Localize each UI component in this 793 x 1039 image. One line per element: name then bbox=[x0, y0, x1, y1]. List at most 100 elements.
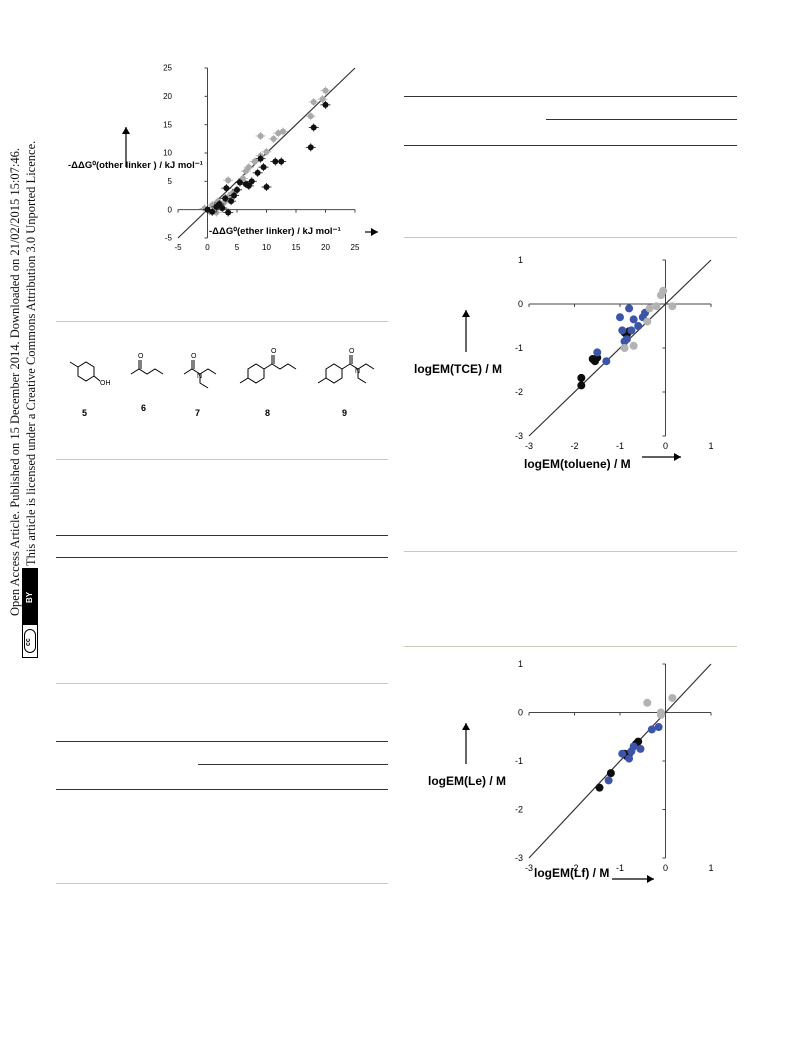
x-tick-label: 0 bbox=[205, 243, 210, 252]
x-tick-label: 1 bbox=[708, 863, 713, 873]
divider bbox=[404, 551, 737, 552]
data-point-grey bbox=[310, 99, 317, 105]
y-tick-label: -1 bbox=[515, 343, 523, 353]
table-rule bbox=[404, 96, 737, 97]
atom-label: N bbox=[197, 373, 202, 380]
x-arrow-head bbox=[674, 453, 681, 461]
table-rule bbox=[198, 764, 388, 765]
data-point-black bbox=[222, 195, 229, 202]
compound-label-9: 9 bbox=[342, 408, 348, 418]
x-arrow-head bbox=[647, 875, 654, 883]
x-tick-label: 1 bbox=[708, 441, 713, 451]
data-point-black bbox=[219, 204, 226, 211]
x-arrow-head bbox=[371, 228, 378, 236]
x-tick-label: -1 bbox=[616, 441, 624, 451]
data-point-blue bbox=[647, 725, 656, 734]
y-tick-label: 1 bbox=[518, 255, 523, 265]
y-tick-label: 15 bbox=[163, 120, 172, 129]
table-rule bbox=[56, 557, 388, 558]
cc-badge-label: cc bbox=[25, 638, 32, 646]
table-rule bbox=[56, 535, 388, 536]
data-point-grey bbox=[643, 317, 652, 326]
data-point-black bbox=[228, 198, 235, 205]
table-rule bbox=[546, 119, 737, 120]
data-point-blue bbox=[629, 315, 638, 324]
data-point-grey bbox=[629, 341, 638, 350]
data-point-blue bbox=[634, 322, 643, 330]
data-point-grey bbox=[270, 135, 277, 142]
y-tick-label: 25 bbox=[163, 64, 172, 73]
data-point-grey bbox=[307, 113, 314, 120]
data-point-blue bbox=[627, 747, 636, 756]
table-rule bbox=[404, 145, 737, 146]
y-tick-label: 5 bbox=[168, 177, 173, 186]
compound-structures: OH O O N O O N bbox=[69, 348, 375, 389]
x-tick-label: -3 bbox=[525, 863, 533, 873]
table-rule bbox=[56, 789, 388, 790]
data-point-black bbox=[223, 185, 230, 192]
x-tick-label: 0 bbox=[663, 441, 668, 451]
chart1-ylabel: -ΔΔG⁰(other linker ) / kJ mol⁻¹ bbox=[68, 160, 203, 171]
x-tick-label: -2 bbox=[570, 863, 578, 873]
data-point-blue bbox=[625, 304, 634, 313]
y-tick-label: 0 bbox=[518, 708, 523, 718]
data-point-blue bbox=[622, 335, 631, 344]
chart-ddg-linker: -5 0 5 10 15 20 25 -5 0 5 10 15 20 25 bbox=[122, 64, 378, 252]
data-point-blue bbox=[636, 744, 645, 753]
y-tick-label: -3 bbox=[515, 431, 523, 441]
x-tick-label: 0 bbox=[663, 863, 668, 873]
cc-icon: cc bbox=[24, 629, 36, 653]
data-point-grey bbox=[319, 96, 326, 103]
cc-by-badge[interactable]: BY cc bbox=[22, 568, 38, 658]
data-point-black bbox=[248, 178, 255, 185]
data-point-grey bbox=[251, 158, 258, 165]
by-badge-label: BY bbox=[25, 591, 34, 603]
data-point-black bbox=[310, 124, 317, 131]
chart-logem-linker: -3 -2 -1 0 1 -3 -2 -1 0 1 bbox=[462, 659, 714, 883]
chart3-xlabel: logEM(Lf) / M bbox=[534, 866, 610, 880]
compound-label-6: 6 bbox=[141, 403, 147, 413]
divider bbox=[404, 237, 737, 238]
data-point-black bbox=[260, 164, 267, 171]
identity-line bbox=[528, 259, 712, 437]
license-notice[interactable]: This article is licensed under a Creativ… bbox=[24, 140, 38, 566]
data-point-black bbox=[322, 101, 329, 108]
data-point-black bbox=[577, 381, 586, 390]
data-point-grey bbox=[668, 302, 677, 311]
divider bbox=[56, 883, 388, 884]
compound-label-8: 8 bbox=[265, 408, 271, 418]
benzene-ring-5 bbox=[77, 361, 95, 382]
atom-label: N bbox=[355, 368, 360, 375]
data-point-black bbox=[209, 208, 216, 215]
data-point-black bbox=[231, 192, 238, 199]
data-point-black bbox=[595, 783, 604, 792]
data-point-black bbox=[606, 769, 615, 778]
x-tick-label: -3 bbox=[525, 441, 533, 451]
atom-label: OH bbox=[100, 380, 111, 387]
divider bbox=[404, 646, 737, 647]
data-point-blue bbox=[604, 776, 613, 785]
y-tick-label: -2 bbox=[515, 387, 523, 397]
x-tick-label: 25 bbox=[351, 243, 360, 252]
data-point-grey bbox=[652, 302, 661, 311]
data-point-black bbox=[257, 155, 264, 162]
data-point-black bbox=[204, 206, 211, 213]
identity-line bbox=[528, 663, 712, 859]
chart3-ylabel: logEM(Le) / M bbox=[428, 774, 506, 788]
atom-label: O bbox=[138, 353, 144, 360]
x-tick-label: 10 bbox=[262, 243, 271, 252]
data-point-blue bbox=[627, 326, 636, 335]
data-point-blue bbox=[593, 348, 602, 357]
y-arrow-head bbox=[122, 127, 130, 134]
x-tick-label: -2 bbox=[570, 441, 578, 451]
data-point-black bbox=[577, 373, 586, 382]
data-point-blue bbox=[602, 357, 611, 366]
data-point-black bbox=[278, 158, 285, 165]
data-point-black bbox=[307, 144, 314, 151]
data-point-blue bbox=[618, 326, 627, 335]
data-point-blue bbox=[616, 313, 624, 322]
y-tick-label: -5 bbox=[165, 234, 173, 243]
x-tick-label: 15 bbox=[292, 243, 301, 252]
data-point-grey bbox=[225, 177, 232, 184]
data-point-grey bbox=[263, 148, 270, 155]
